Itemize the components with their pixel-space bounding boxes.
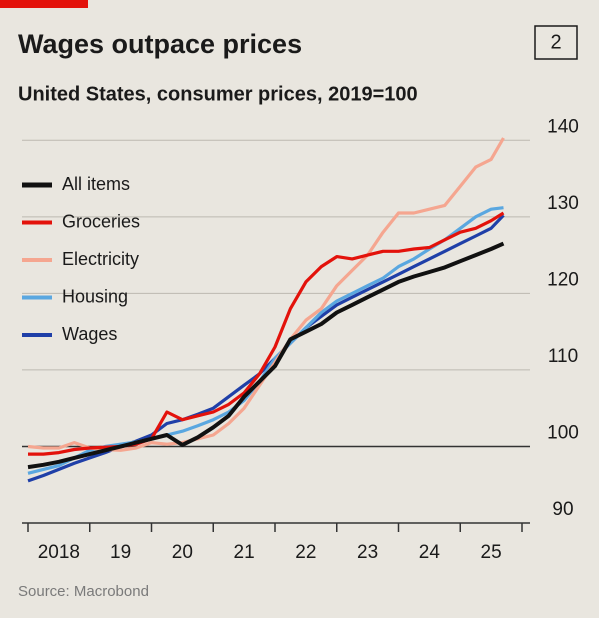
brand-bar: [0, 0, 88, 8]
legend-label: Groceries: [62, 211, 140, 231]
y-tick-label: 100: [547, 422, 579, 443]
x-tick-label: 24: [419, 542, 441, 563]
badge: 2: [550, 31, 561, 53]
series-line: [28, 211, 505, 456]
legend-label: All items: [62, 174, 130, 194]
x-tick-label: 2018: [38, 542, 80, 563]
x-tick-label: 19: [110, 542, 131, 563]
source: Source: Macrobond: [18, 583, 149, 600]
legend-label: Housing: [62, 286, 128, 306]
series-line: [27, 241, 505, 470]
y-tick-label: 90: [552, 499, 573, 520]
y-tick-label: 130: [547, 193, 579, 214]
x-tick-label: 20: [172, 542, 193, 563]
y-tick-label: 120: [547, 269, 579, 290]
x-tick-label: 21: [234, 542, 255, 563]
x-tick-label: 23: [357, 542, 378, 563]
y-tick-label: 110: [548, 346, 578, 367]
y-tick-label: 140: [547, 116, 579, 137]
badge-box: [534, 25, 578, 60]
legend-label: Wages: [62, 324, 117, 344]
subtitle: United States, consumer prices, 2019=100: [18, 83, 418, 105]
chart-title: Wages outpace prices: [18, 29, 302, 59]
legend-label: Electricity: [62, 249, 139, 269]
x-tick-label: 22: [295, 542, 316, 563]
x-tick-label: 25: [481, 542, 502, 563]
